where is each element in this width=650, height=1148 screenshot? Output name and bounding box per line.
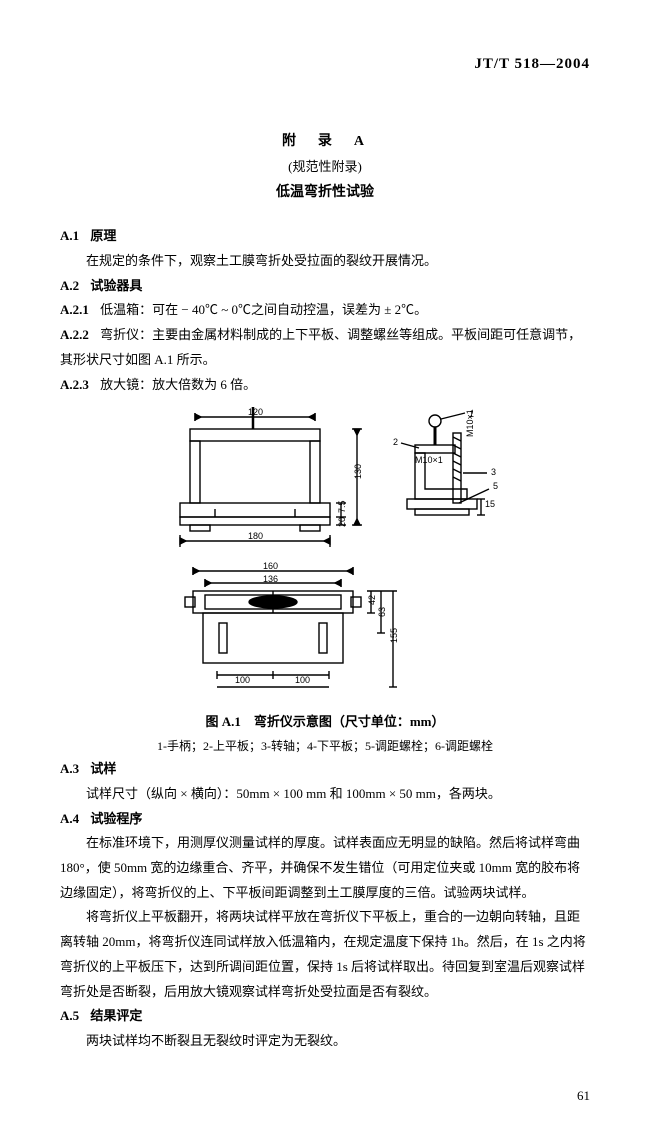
a5-p1: 两块试样均不断裂且无裂纹时评定为无裂纹。 [60,1029,590,1054]
bending-apparatus-diagram: 120 180 130 7.5 20 M10×1 M10×1 15 1 2 3 … [135,407,515,697]
a5-num: A.5 [60,1008,79,1023]
a22-num: A.2.2 [60,327,89,342]
a4-num: A.4 [60,811,79,826]
section-a4-head: A.4 试验程序 [60,807,590,832]
dim-130: 130 [353,464,363,479]
dim-160: 160 [263,561,278,571]
a4-p2: 将弯折仪上平板翻开，将两块试样平放在弯折仪下平板上，重合的一边朝向转轴，且距离转… [60,905,590,1004]
section-a2-head: A.2 试验器具 [60,274,590,299]
a5-title: 结果评定 [90,1008,142,1023]
a21: A.2.1 低温箱：可在 − 40℃ ~ 0℃之间自动控温，误差为 ± 2℃。 [60,298,590,323]
a23-num: A.2.3 [60,377,89,392]
a1-p1: 在规定的条件下，观察土工膜弯折处受拉面的裂纹开展情况。 [60,249,590,274]
a2-num: A.2 [60,278,79,293]
leader-2: 2 [393,437,398,447]
a1-num: A.1 [60,228,79,243]
a3-p1: 试样尺寸（纵向 × 横向）：50mm × 100 mm 和 100mm × 50… [60,782,590,807]
dim-75: 7.5 [337,501,347,514]
standard-code: JT/T 518—2004 [60,50,590,79]
a1-title: 原理 [90,228,116,243]
a22-text: 弯折仪：主要由金属材料制成的上下平板、调整螺丝等组成。平板间距可任意调节，其形状… [60,327,581,367]
dim-15: 15 [485,499,495,509]
appendix-type: (规范性附录) [60,155,590,180]
leader-1: 1 [469,409,474,419]
a23-text: 放大镜：放大倍数为 6 倍。 [100,377,256,392]
a22: A.2.2 弯折仪：主要由金属材料制成的上下平板、调整螺丝等组成。平板间距可任意… [60,323,590,372]
dim-120: 120 [248,407,263,417]
figure-a1: 120 180 130 7.5 20 M10×1 M10×1 15 1 2 3 … [60,407,590,706]
a4-p1: 在标准环境下，用测厚仪测量试样的厚度。试样表面应无明显的缺陷。然后将试样弯曲 1… [60,831,590,905]
figure-caption: 图 A.1 弯折仪示意图（尺寸单位：mm） [60,710,590,735]
dim-136: 136 [263,574,278,584]
a21-num: A.2.1 [60,302,89,317]
a21-text: 低温箱：可在 − 40℃ ~ 0℃之间自动控温，误差为 ± 2℃。 [100,302,427,317]
a23: A.2.3 放大镜：放大倍数为 6 倍。 [60,373,590,398]
appendix-title: 低温弯折性试验 [60,180,590,207]
a4-title: 试验程序 [90,811,142,826]
section-a5-head: A.5 结果评定 [60,1004,590,1029]
dim-100a: 100 [235,675,250,685]
dim-155: 155 [389,628,399,643]
leader-5: 5 [493,481,498,491]
dim-100b: 100 [295,675,310,685]
dim-63: 63 [377,607,387,617]
dim-m10: M10×1 [415,455,443,465]
page-number: 61 [60,1084,590,1109]
a3-num: A.3 [60,761,79,776]
section-a1-head: A.1 原理 [60,224,590,249]
section-a3-head: A.3 试样 [60,757,590,782]
leader-3: 3 [491,467,496,477]
dim-42: 42 [367,595,377,605]
dim-20: 20 [337,517,347,527]
a2-title: 试验器具 [90,278,142,293]
appendix-letter: 附 录 A [60,129,590,156]
dim-180: 180 [248,531,263,541]
figure-legend: 1-手柄；2-上平板；3-转轴；4-下平板；5-调距螺栓；6-调距螺栓 [60,735,590,758]
a3-title: 试样 [90,761,116,776]
